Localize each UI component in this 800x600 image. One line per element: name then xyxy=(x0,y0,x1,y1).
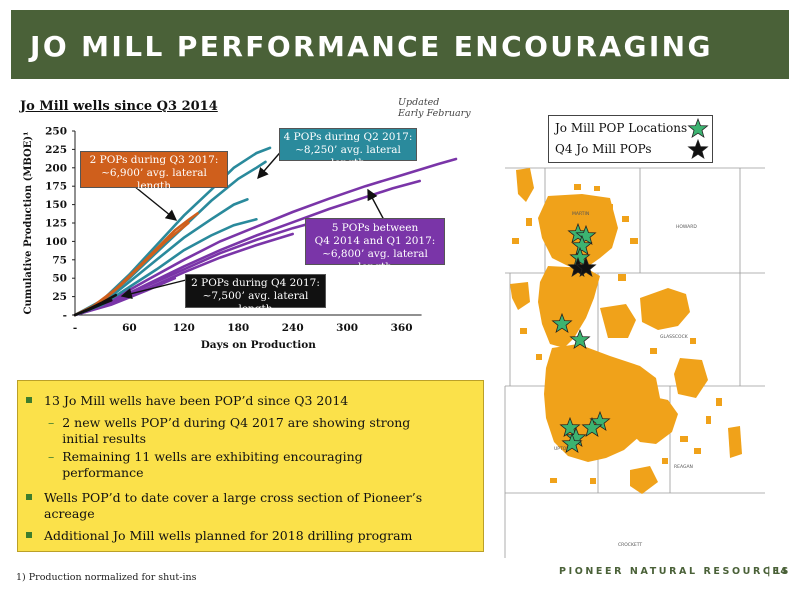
y-tick-label: 200 xyxy=(45,162,67,174)
series-line-q3-2017 xyxy=(73,221,190,317)
dash-icon: – xyxy=(48,449,55,464)
updated-line-2: Early February xyxy=(398,108,471,119)
callout-q4-2014-q1-2017: 5 POPs between Q4 2014 and Q1 2017: ~6,8… xyxy=(305,218,445,273)
x-tick-label: 300 xyxy=(336,322,358,334)
callout-arrow xyxy=(120,279,187,300)
callout-q2-2017: 4 POPs during Q2 2017: ~8,250’ avg. late… xyxy=(279,128,417,169)
y-tick-label: 25 xyxy=(52,291,67,303)
x-tick-label: 240 xyxy=(282,322,304,334)
callout-older-line-1: 5 POPs between xyxy=(331,222,419,234)
bullet-square-icon xyxy=(26,397,32,403)
county-label: REAGAN xyxy=(674,464,693,470)
y-tick-label: 250 xyxy=(45,126,67,138)
y-tick-label: 50 xyxy=(52,273,67,285)
series-line-q4-2014-q1-2017 xyxy=(73,157,458,317)
county-label: UPTON xyxy=(554,446,570,452)
y-tick-label: 150 xyxy=(45,199,67,211)
callout-q2-line-1: 4 POPs during Q2 2017: xyxy=(283,131,413,143)
x-tick-label: - xyxy=(73,322,77,334)
callout-q3-2017: 2 POPs during Q3 2017: ~6,900’ avg. late… xyxy=(80,151,228,192)
callout-older-line-3: ~6,800’ avg. lateral length xyxy=(322,248,428,273)
black-star-icon xyxy=(575,256,597,278)
green-star-icon xyxy=(575,224,597,246)
callout-q3-line-1: 2 POPs during Q3 2017: xyxy=(89,154,219,166)
callout-q4-line-1: 2 POPs during Q4 2017: xyxy=(191,277,320,289)
y-tick-label: 100 xyxy=(45,236,67,248)
bullet-2: Wells POP’d to date cover a large cross … xyxy=(26,490,464,522)
legend-pop-locations: Jo Mill POP Locations xyxy=(555,121,688,135)
x-axis-title: Days on Production xyxy=(201,339,317,351)
pop-markers xyxy=(551,222,611,454)
brand-name: PIONEER NATURAL RESOURCES xyxy=(559,566,791,577)
callout-arrow xyxy=(367,188,385,221)
page-number: | 14 xyxy=(767,566,788,577)
callout-q4-2017: 2 POPs during Q4 2017: ~7,500’ avg. late… xyxy=(185,274,326,315)
dash-icon: – xyxy=(48,415,55,430)
callout-q4-line-2: ~7,500’ avg. lateral length xyxy=(202,290,309,315)
y-tick-label: 125 xyxy=(45,218,67,230)
county-labels: MARTIN HOWARD GLASSCOCK UPTON REAGAN CRO… xyxy=(554,211,697,548)
series-line-q3-2017 xyxy=(73,212,199,317)
sub-bullet-1: –2 new wells POP’d during Q4 2017 are sh… xyxy=(48,415,411,446)
callout-arrow xyxy=(133,185,178,221)
y-tick-label: 175 xyxy=(45,181,67,193)
black-star-icon xyxy=(687,138,709,160)
county-label: GLASSCOCK xyxy=(660,334,689,340)
page-title: JO MILL PERFORMANCE ENCOURAGING xyxy=(30,30,713,63)
callout-q2-line-2: ~8,250’ avg. lateral length xyxy=(295,144,401,169)
callout-q3-line-2: ~6,900’ avg. lateral length xyxy=(101,167,207,192)
title-bar: JO MILL PERFORMANCE ENCOURAGING xyxy=(11,10,789,79)
legend-q4-pops: Q4 Jo Mill POPs xyxy=(555,142,652,156)
county-label: MARTIN xyxy=(572,211,589,217)
x-tick-label: 60 xyxy=(122,322,137,334)
x-tick-label: 120 xyxy=(173,322,195,334)
y-tick-label: - xyxy=(63,310,67,322)
bullet-square-icon xyxy=(26,494,32,500)
series-line-q4-2014-q1-2017 xyxy=(73,219,322,317)
green-star-icon xyxy=(581,416,603,438)
green-star-icon xyxy=(569,328,591,350)
green-star-icon xyxy=(561,432,583,454)
sub-bullet-2: – Remaining 11 wells are exhibiting encou… xyxy=(48,449,363,480)
green-star-icon xyxy=(687,117,709,139)
key-points-box: 13 Jo Mill wells have been POP’d since Q… xyxy=(17,380,484,552)
footnote: 1) Production normalized for shut-ins xyxy=(16,572,197,583)
chart-title: Jo Mill wells since Q3 2014 xyxy=(20,99,218,114)
updated-line-1: Updated xyxy=(398,97,440,108)
series-line-q4-2017 xyxy=(73,299,113,317)
green-star-icon xyxy=(551,312,573,334)
updated-note: Updated Early February xyxy=(398,97,488,119)
acreage-map: MARTIN HOWARD GLASSCOCK UPTON REAGAN CRO… xyxy=(490,98,765,558)
county-label: CROCKETT xyxy=(618,542,642,548)
callout-older-line-2: Q4 2014 and Q1 2017: xyxy=(314,235,436,247)
y-tick-label: 75 xyxy=(52,254,67,266)
bullet-square-icon xyxy=(26,532,32,538)
green-star-icon xyxy=(559,416,581,438)
green-star-icon xyxy=(571,234,593,256)
x-tick-label: 180 xyxy=(227,322,249,334)
y-axis-title: Cumulative Production (MBOE)¹ xyxy=(23,132,34,315)
map-legend: Jo Mill POP Locations Q4 Jo Mill POPs xyxy=(548,115,713,163)
legend-icons xyxy=(687,117,709,160)
bullet-1: 13 Jo Mill wells have been POP’d since Q… xyxy=(26,393,464,409)
x-tick-label: 360 xyxy=(391,322,413,334)
y-tick-label: 225 xyxy=(45,144,67,156)
county-label: HOWARD xyxy=(676,224,697,230)
production-chart: - 25 50 75 100 125 150 175 200 225 250 - 60 120 180 240… xyxy=(23,126,458,351)
bullet-3: Additional Jo Mill wells planned for 201… xyxy=(26,528,464,544)
